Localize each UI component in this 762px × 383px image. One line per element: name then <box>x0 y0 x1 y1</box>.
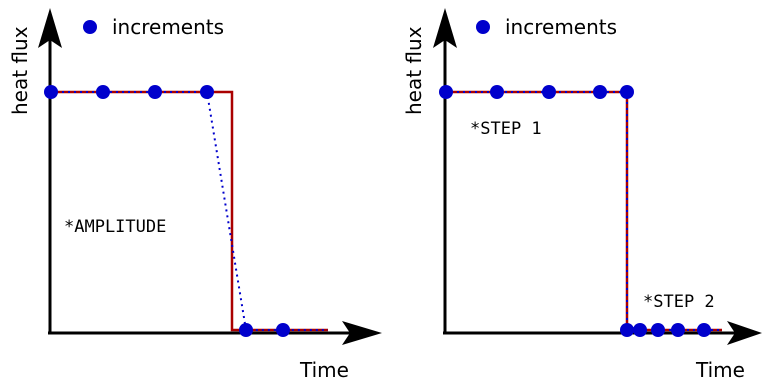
left-increment-dotted-line <box>50 91 328 331</box>
right-increment-point <box>542 85 556 99</box>
right-panel: increments heat flux Time *STEP 1 *STEP … <box>402 8 762 382</box>
right-increment-point <box>439 85 453 99</box>
right-increment-point <box>620 323 634 337</box>
left-y-axis-label: heat flux <box>8 26 32 115</box>
right-legend-label: increments <box>505 15 617 39</box>
right-y-axis-arrowhead <box>433 8 457 48</box>
right-increment-point <box>671 323 685 337</box>
right-step1-annotation: *STEP 1 <box>470 119 542 139</box>
right-x-axis-label: Time <box>695 358 745 382</box>
right-legend-marker <box>476 20 490 34</box>
right-increment-point <box>697 323 711 337</box>
left-step-line <box>50 90 328 332</box>
right-increment-point <box>633 323 647 337</box>
left-increment-point <box>200 85 214 99</box>
left-y-axis-arrowhead <box>38 8 62 48</box>
left-legend-label: increments <box>112 15 224 39</box>
left-amplitude-annotation: *AMPLITUDE <box>64 217 166 237</box>
right-step2-annotation: *STEP 2 <box>643 292 715 312</box>
left-increment-point <box>96 85 110 99</box>
left-increment-point <box>276 323 290 337</box>
left-legend-marker <box>83 20 97 34</box>
left-panel: increments heat flux Time *AMPLITUDE <box>8 8 382 382</box>
right-x-axis-arrowhead <box>727 321 762 345</box>
right-increment-point <box>620 85 634 99</box>
right-increment-dotted-line <box>445 91 722 331</box>
left-x-axis-label: Time <box>299 358 349 382</box>
right-increment-point <box>593 85 607 99</box>
right-y-axis-label: heat flux <box>402 26 426 115</box>
left-increment-point <box>44 85 58 99</box>
left-increment-point <box>148 85 162 99</box>
right-increment-point <box>651 323 665 337</box>
left-increment-point <box>239 323 253 337</box>
left-x-axis-arrowhead <box>342 321 382 345</box>
right-increment-point <box>490 85 504 99</box>
